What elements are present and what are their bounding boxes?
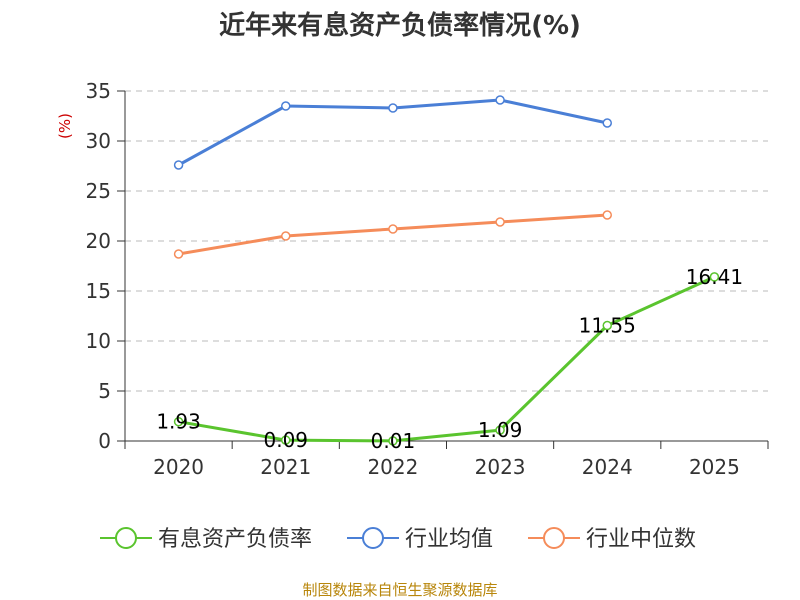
series-2 — [173, 210, 612, 259]
y-tick-labels: 0 5 10 15 20 25 30 35 — [86, 79, 111, 453]
legend-item-2: 行业中位数 — [528, 527, 696, 552]
x-tick-label: 2022 — [367, 455, 418, 479]
x-tick-label: 2024 — [582, 455, 633, 479]
series-1 — [173, 95, 612, 170]
data-label: 11.55 — [579, 314, 636, 338]
legend-item-1: 行业均值 — [347, 527, 493, 552]
x-tick-label: 2021 — [260, 455, 311, 479]
data-label: 16.41 — [686, 265, 743, 289]
legend: 有息资产负债率 行业均值 行业中位数 — [100, 527, 696, 552]
y-tick-label: 5 — [98, 379, 111, 403]
y-tick-label: 15 — [86, 279, 111, 303]
y-tick-label: 30 — [86, 129, 111, 153]
data-point — [281, 101, 291, 111]
legend-label: 有息资产负债率 — [158, 527, 312, 552]
y-tick-label: 0 — [98, 429, 111, 453]
data-point — [602, 118, 612, 128]
data-point — [602, 210, 612, 220]
data-point — [495, 95, 505, 105]
data-label: 0.01 — [371, 429, 416, 453]
legend-swatch-marker — [115, 527, 137, 549]
data-point — [388, 436, 398, 446]
data-point — [281, 231, 291, 241]
y-tick-label: 20 — [86, 229, 111, 253]
grid-lines — [125, 90, 768, 392]
data-point — [388, 103, 398, 113]
data-point — [495, 425, 505, 435]
series-group — [173, 95, 720, 446]
source-note: 制图数据来自恒生聚源数据库 — [302, 581, 497, 599]
data-labels: 1.93 0.09 0.01 1.09 11.55 16.41 — [156, 265, 743, 453]
y-axis-unit-label: (%) — [56, 113, 74, 139]
data-point — [173, 416, 184, 427]
x-tick-label: 2023 — [475, 455, 526, 479]
data-point — [281, 435, 291, 445]
x-tick-label: 2025 — [689, 455, 740, 479]
data-point — [388, 224, 398, 234]
data-point — [602, 320, 612, 331]
legend-swatch-marker — [543, 527, 565, 549]
x-tick-label: 2020 — [153, 455, 204, 479]
y-tick-label: 10 — [86, 329, 111, 353]
series-0 — [173, 272, 720, 446]
x-tick-labels: 2020 2021 2022 2023 2024 2025 — [153, 455, 740, 479]
data-label: 1.93 — [156, 410, 201, 434]
data-point — [495, 217, 505, 227]
series-line — [178, 213, 608, 256]
legend-item-0: 有息资产负债率 — [100, 527, 312, 552]
data-point — [173, 160, 184, 170]
data-label: 1.09 — [478, 418, 523, 442]
y-tick-label: 25 — [86, 179, 111, 203]
data-point — [709, 272, 720, 282]
data-label: 0.09 — [263, 428, 308, 452]
y-tick-label: 35 — [86, 79, 111, 103]
legend-label: 行业均值 — [405, 527, 493, 552]
data-point — [173, 249, 184, 259]
legend-swatch-marker — [362, 527, 384, 549]
axes — [117, 90, 769, 449]
legend-label: 行业中位数 — [586, 527, 696, 552]
series-line — [178, 275, 716, 443]
chart-title: 近年来有息资产负债率情况(%) — [219, 10, 581, 41]
